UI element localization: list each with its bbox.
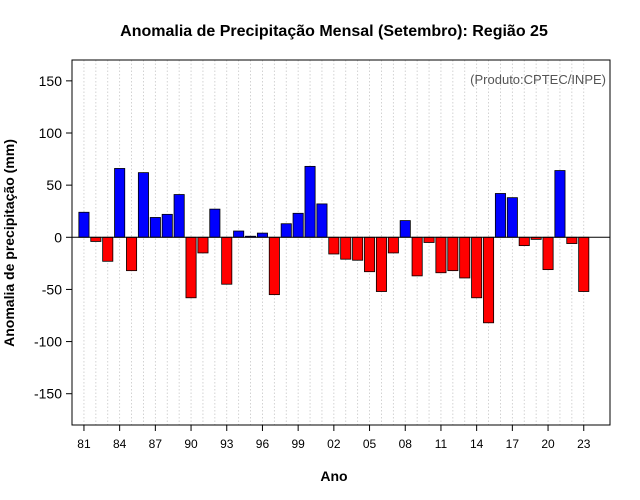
bar-2016 — [494, 193, 506, 238]
bar-1989 — [173, 194, 185, 238]
x-tick-label: 17 — [506, 437, 520, 451]
x-tick-label: 87 — [149, 437, 163, 451]
credit-label: (Produto:CPTEC/INPE) — [470, 72, 606, 87]
bar-2006 — [375, 236, 387, 292]
bar-1999 — [292, 212, 304, 238]
y-axis-label: Anomalia de precipitação (mm) — [1, 139, 17, 347]
y-tick-label: 150 — [39, 73, 63, 89]
y-tick-label: -50 — [42, 281, 62, 297]
bar-2002 — [328, 236, 340, 255]
bar-2010 — [423, 236, 435, 243]
x-tick-label: 99 — [291, 437, 305, 451]
bar-2012 — [447, 236, 459, 272]
bar-1992 — [209, 208, 221, 238]
y-tick-label: 50 — [46, 177, 62, 193]
bar-2020 — [542, 236, 554, 271]
bar-2001 — [316, 203, 328, 238]
bar-1990 — [185, 236, 197, 299]
y-tick-label: -100 — [34, 334, 62, 350]
y-axis-ticks: -150 -100 -50 0 50 100 150 — [34, 73, 72, 402]
bar-1981 — [78, 211, 90, 238]
bar-layer — [78, 165, 590, 324]
bar-2011 — [435, 236, 447, 274]
bar-2005 — [364, 236, 376, 273]
bar-1991 — [197, 236, 209, 254]
chart-title: Anomalia de Precipitação Mensal (Setembr… — [120, 23, 548, 40]
bar-1994 — [233, 230, 245, 238]
bar-2018 — [518, 236, 530, 247]
x-axis-label: Ano — [320, 468, 347, 484]
bar-2004 — [352, 236, 364, 261]
x-tick-label: 23 — [577, 437, 591, 451]
x-axis-ticks: 81 84 87 90 93 96 99 02 05 08 11 14 17 20 23 — [77, 425, 591, 451]
bar-2013 — [459, 236, 471, 279]
bar-1996 — [256, 232, 268, 238]
bar-1985 — [126, 236, 138, 272]
bar-2000 — [304, 165, 316, 238]
x-tick-label: 96 — [256, 437, 270, 451]
x-tick-label: 20 — [541, 437, 555, 451]
bar-1984 — [114, 168, 126, 238]
bar-2007 — [387, 236, 399, 254]
bar-1982 — [90, 236, 102, 242]
bar-2009 — [411, 236, 423, 277]
bar-2021 — [554, 170, 566, 238]
x-tick-label: 90 — [184, 437, 198, 451]
bar-2017 — [506, 197, 518, 238]
bar-1993 — [221, 236, 233, 285]
bar-1986 — [137, 172, 149, 238]
bar-2014 — [471, 236, 483, 299]
x-tick-label: 08 — [399, 437, 413, 451]
x-tick-label: 02 — [327, 437, 341, 451]
x-tick-label: 11 — [435, 437, 448, 451]
x-tick-label: 05 — [363, 437, 377, 451]
y-tick-label: -150 — [34, 386, 62, 402]
y-tick-label: 100 — [39, 125, 63, 141]
bar-2003 — [340, 236, 352, 260]
x-tick-label: 81 — [77, 437, 91, 451]
bar-2008 — [399, 220, 411, 238]
bar-1997 — [268, 236, 280, 296]
bar-2022 — [566, 236, 578, 244]
y-tick-label: 0 — [54, 229, 62, 245]
bar-1988 — [161, 213, 173, 238]
bar-2015 — [483, 236, 495, 324]
x-tick-label: 14 — [470, 437, 484, 451]
plot-frame — [71, 59, 611, 426]
bar-2023 — [578, 236, 590, 292]
bar-1983 — [102, 236, 114, 262]
x-tick-label: 93 — [220, 437, 234, 451]
bar-1987 — [149, 217, 161, 238]
x-tick-label: 84 — [113, 437, 127, 451]
bar-1998 — [280, 223, 292, 238]
